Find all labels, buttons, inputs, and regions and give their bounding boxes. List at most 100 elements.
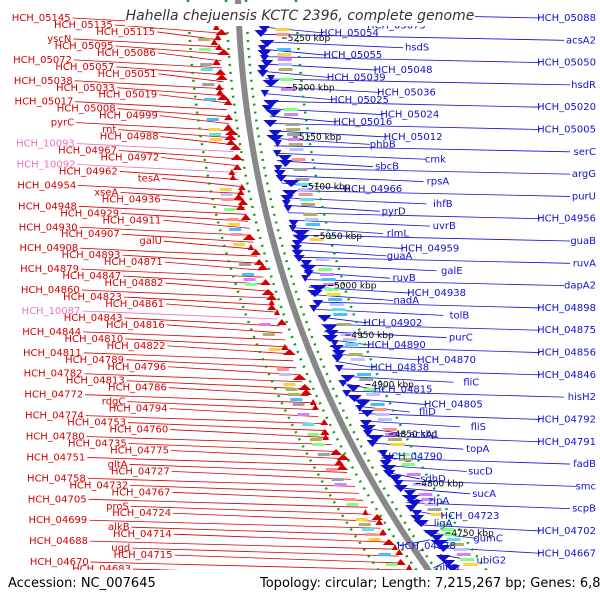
leader-line	[86, 436, 333, 445]
plus-gene	[257, 70, 269, 77]
left-gene-label: HCH_10092	[17, 160, 76, 171]
category-band	[262, 333, 275, 336]
left-gene-label: HCH_05008	[57, 104, 116, 115]
left-gene-label: HCH_04843	[64, 313, 123, 324]
leader-line	[381, 457, 571, 465]
right-gene-label: fliD	[419, 407, 436, 418]
leader-line	[79, 226, 252, 236]
plus-gene	[346, 385, 361, 392]
right-gene-label: hsdS	[405, 43, 429, 54]
plus-gene	[331, 355, 344, 362]
left-gene-label: HCH_04724	[112, 508, 171, 519]
category-band	[321, 278, 336, 281]
right-gene-labels: HCH_05088HCH_05075HCH_05054acsA2hsdSHCH_…	[320, 13, 596, 589]
left-gene-label: HCH_05135	[54, 20, 113, 31]
left-gene-label: HCH_04796	[107, 362, 166, 373]
minus-gene	[322, 434, 330, 440]
leader-line	[170, 429, 329, 438]
category-band	[233, 243, 246, 246]
dotted-guide-0	[186, 0, 402, 600]
left-gene-label: HCH_04844	[22, 327, 81, 338]
leader-line	[126, 380, 306, 390]
category-band	[286, 128, 301, 131]
plus-gene	[312, 300, 324, 307]
category-band	[208, 128, 221, 131]
category-band	[279, 78, 294, 81]
category-band	[220, 193, 233, 196]
right-gene-label: HCH_04959	[400, 244, 459, 255]
left-gene-label: HCH_04861	[105, 299, 164, 310]
left-gene-label: HCH_04735	[68, 439, 127, 450]
minus-gene	[217, 49, 231, 55]
minus-gene	[230, 154, 243, 160]
left-gene-label: rdgC	[102, 397, 126, 408]
category-band	[359, 378, 374, 381]
category-band	[259, 323, 272, 326]
plus-gene	[259, 40, 275, 47]
category-band	[285, 388, 298, 391]
leader-line	[131, 526, 385, 536]
minus-gene	[224, 134, 237, 140]
kbp-tick-label: 4900 kbp	[371, 381, 414, 391]
plus-gene	[366, 440, 379, 447]
leader-line	[332, 353, 421, 361]
category-band	[333, 313, 348, 316]
plus-gene	[422, 530, 440, 537]
category-band	[329, 303, 344, 306]
leader-line	[278, 167, 571, 175]
right-gene-label: HCH_04667	[537, 548, 596, 559]
plus-gene	[379, 460, 393, 467]
left-gene-label: pyrC	[51, 118, 74, 129]
category-band	[288, 143, 303, 146]
left-gene-label: HCH_04810	[64, 334, 123, 345]
left-gene-label: HCH_04789	[65, 355, 124, 366]
right-gene-label: HCH_05055	[323, 50, 382, 61]
plus-gene	[378, 450, 388, 457]
minus-gene	[267, 304, 277, 310]
right-gene-label: HCH_04815	[374, 385, 433, 396]
right-gene-label: purC	[449, 333, 473, 344]
category-band	[365, 533, 378, 536]
category-band	[449, 543, 464, 546]
title-background	[125, 4, 475, 26]
plus-gene	[262, 80, 280, 87]
left-gene-label: HCH_04753	[67, 418, 126, 429]
plus-gene	[299, 265, 317, 272]
leader-line	[123, 275, 266, 285]
category-band	[398, 458, 413, 461]
right-gene-label: hsdR	[571, 80, 596, 91]
plus-gene	[380, 465, 397, 472]
left-gene-label: HCH_04760	[109, 425, 168, 436]
left-gene-label: HCH_05057	[55, 62, 114, 73]
left-gene-label: HCH_04823	[63, 292, 122, 303]
leader-line	[271, 130, 387, 138]
left-gene-label: HCH_04962	[59, 167, 118, 178]
category-band	[401, 463, 416, 466]
category-band	[297, 188, 312, 191]
minus-gene	[212, 59, 221, 65]
category-band	[268, 348, 281, 351]
minus-gene	[232, 164, 242, 170]
leader-line	[393, 479, 577, 487]
leader-line	[267, 100, 541, 108]
leader-line	[279, 175, 424, 182]
left-gene-label: HCH_04860	[21, 285, 80, 296]
right-gene-label: HCH_05088	[537, 13, 596, 24]
leader-line	[389, 472, 420, 480]
plus-gene	[342, 390, 352, 397]
leader-line	[127, 401, 315, 411]
plus-gene	[340, 375, 355, 382]
leader-line	[293, 234, 571, 242]
left-gene-label: HCH_04772	[24, 390, 83, 401]
leader-line	[172, 491, 364, 501]
minus-gene	[228, 169, 236, 175]
leader-line	[297, 249, 387, 257]
minus-gene	[320, 419, 329, 425]
category-band	[277, 58, 292, 61]
category-band	[363, 388, 378, 391]
leader-line	[87, 477, 356, 487]
minus-gene	[237, 199, 249, 205]
right-gene-label: rpsA	[427, 177, 450, 188]
plus-gene	[393, 485, 408, 492]
leader-line	[291, 227, 384, 234]
